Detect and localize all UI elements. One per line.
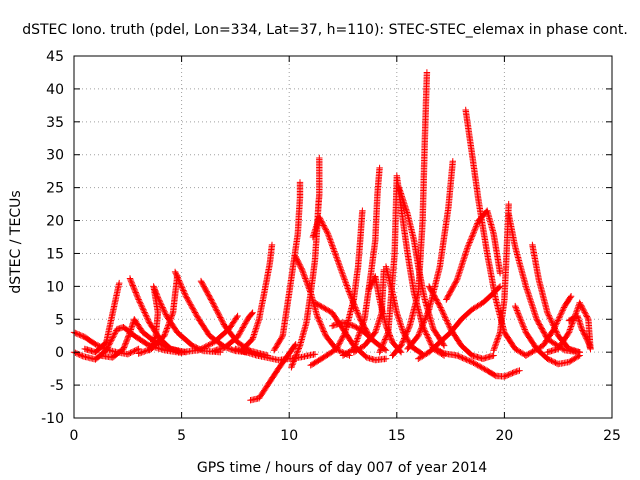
plot-frame <box>73 55 613 419</box>
plus-markers <box>425 283 497 362</box>
y-tick-label: 5 <box>55 312 64 328</box>
plus-markers <box>522 293 575 359</box>
x-tick-label: 10 <box>280 428 298 444</box>
plus-markers <box>247 341 299 404</box>
x-tick-label: 25 <box>603 428 621 444</box>
plus-markers <box>238 241 276 354</box>
plus-markers <box>339 164 383 359</box>
plus-markers <box>389 69 431 359</box>
series-track <box>238 241 276 354</box>
series-track <box>462 106 530 359</box>
y-tick-label: 35 <box>46 115 64 131</box>
plus-markers <box>210 309 256 355</box>
x-axis-label: GPS time / hours of day 007 of year 2014 <box>197 460 487 476</box>
y-tick-label: 25 <box>46 181 64 197</box>
x-tick-label: 0 <box>70 428 79 444</box>
plus-markers <box>512 302 583 368</box>
grid-lines <box>74 56 612 418</box>
series-track <box>389 69 431 359</box>
plus-markers <box>309 214 375 343</box>
y-axis-label: dSTEC / TECUs <box>8 190 24 293</box>
plus-markers <box>432 345 523 380</box>
plus-markers <box>529 241 583 356</box>
series-track <box>529 241 583 356</box>
series-track <box>339 164 383 359</box>
plus-markers <box>462 106 530 359</box>
series-track <box>247 341 299 404</box>
y-tick-label: -5 <box>50 378 64 394</box>
series-track <box>512 302 583 368</box>
series-track <box>81 279 123 356</box>
plus-markers <box>270 179 304 354</box>
x-tick-label: 20 <box>495 428 513 444</box>
chart-title: dSTEC Iono. truth (pdel, Lon=334, Lat=37… <box>22 22 628 38</box>
series-track <box>270 179 304 354</box>
data-series <box>70 69 594 404</box>
x-tick-label: 5 <box>177 428 186 444</box>
plus-markers <box>350 266 388 356</box>
series-track <box>96 316 190 361</box>
y-tick-label: -10 <box>41 411 64 427</box>
y-tick-label: 10 <box>46 279 64 295</box>
series-track <box>309 214 375 343</box>
plus-markers <box>81 279 123 356</box>
plus-markers <box>135 272 181 357</box>
series-track <box>522 293 575 359</box>
series-track <box>432 345 523 380</box>
y-tick-label: 0 <box>55 345 64 361</box>
axis-ticks: 0 5 10 15 20 25 -10 -5 0 5 10 15 20 25 30 35 40 45 <box>41 49 621 444</box>
series-track <box>210 309 256 355</box>
y-tick-label: 45 <box>46 49 64 65</box>
y-tick-label: 30 <box>46 148 64 164</box>
series-track <box>135 272 181 357</box>
series-track <box>415 283 504 362</box>
series-track <box>425 283 497 362</box>
plus-markers <box>565 312 594 353</box>
series-track <box>565 312 594 353</box>
plus-markers <box>96 316 190 361</box>
y-tick-label: 15 <box>46 246 64 262</box>
y-tick-label: 20 <box>46 214 64 230</box>
series-track <box>443 207 504 303</box>
y-tick-label: 40 <box>46 82 64 98</box>
x-tick-label: 15 <box>388 428 406 444</box>
series-track <box>350 266 388 356</box>
plus-markers <box>415 283 504 362</box>
plus-markers <box>443 207 504 303</box>
